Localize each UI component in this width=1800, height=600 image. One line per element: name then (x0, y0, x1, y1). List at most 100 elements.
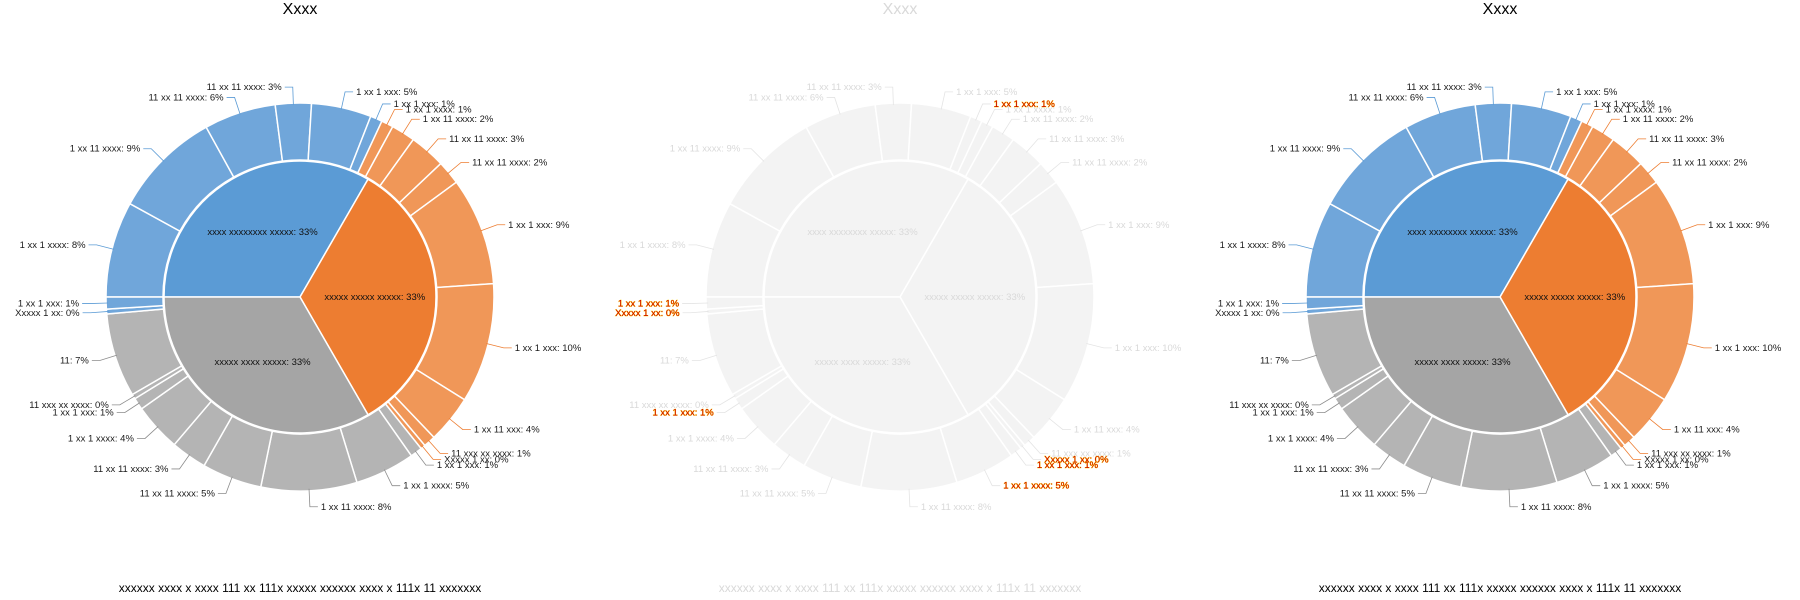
outer-slice-label: 11 xx 11 xxxx: 6% (1348, 92, 1424, 103)
leader-line (414, 450, 434, 466)
inner-slice-label: xxxx xxxxxxxx xxxxx: 33% (1407, 227, 1518, 238)
outer-slice-label: 1 xx 1 xxx: 5% (956, 87, 1018, 98)
outer-slice-label: 1 xx 1 xxx: 5% (1556, 87, 1618, 98)
leader-line (421, 445, 442, 460)
outer-slice-label: 11 xxx xx xxxx: 0% (1229, 400, 1309, 411)
sunburst-chart-1: Xxxx xxxxxx xxxx x xxxx 111 xx 111x xxxxx… (15, 1, 582, 595)
leader-line (1021, 445, 1042, 460)
outer-slice-label: 1 xx 1 xxx: 9% (508, 220, 570, 231)
outer-slice-label: Xxxxx 1 xx: 0% (15, 308, 80, 319)
outer-slice-label: 11 xxx xx xxxx: 0% (629, 400, 709, 411)
leader-line (427, 439, 449, 454)
outer-slice-label: 1 xx 1 xxxx: 1% (1006, 105, 1073, 116)
sunburst-chart-3: Xxxx xxxxxx xxxx x xxxx 111 xx 111x xxxxx… (1215, 1, 1782, 595)
inner-slice-label: xxxx xxxxxxxx xxxxx: 33% (807, 227, 918, 238)
leader-line (448, 417, 471, 431)
leader-line (1417, 476, 1433, 494)
outer-slice-label: 1 xx 1 xxx: 1% (1637, 460, 1699, 471)
leader-line (716, 402, 740, 414)
outer-slice (259, 427, 358, 492)
chart-caption: xxxxxx xxxx x xxxx 111 xx 111x xxxxx xxx… (119, 581, 482, 595)
leader-line (1316, 402, 1340, 414)
leader-line (1680, 224, 1706, 232)
leader-line (1647, 161, 1670, 175)
outer-slice-label: 1 xx 1 xxxx: 1% (1606, 105, 1673, 116)
leader-line (1048, 417, 1071, 431)
leader-line (1343, 148, 1365, 162)
leader-line (691, 354, 718, 361)
leader-line (1426, 97, 1441, 115)
outer-slice-label: 1 xx 11 xxxx: 2% (1023, 114, 1094, 125)
leader-line (136, 426, 159, 439)
outer-slice-label: 1 xx 11 xxxx: 9% (1270, 144, 1341, 155)
outer-slice-label: 1 xx 1 xxxx: 1% (406, 105, 473, 116)
leader-line (88, 244, 115, 250)
sunburst-chart-2: Xxxx xxxxxx xxxx x xxxx 111 xx 111x xxxxx… (615, 1, 1182, 595)
outer-slice (705, 296, 765, 310)
outer-slice-label: 11 xx 11 xxxx: 3% (1649, 134, 1725, 145)
leader-line (426, 138, 447, 153)
leader-line (983, 469, 1001, 487)
outer-slice-label: 11 xx 11 xxxx: 3% (449, 134, 525, 145)
leader-line (736, 426, 759, 439)
leader-line (447, 161, 470, 175)
outer-slice-label: 11 xx 11 xxxx: 5% (140, 488, 216, 499)
leader-line (1282, 302, 1309, 304)
leader-line (116, 402, 140, 414)
outer-slice-label: 1 xx 1 xxx: 1% (437, 460, 499, 471)
outer-slice-label: 1 xx 1 xxxx: 8% (1220, 240, 1287, 251)
inner-slice-label: xxxxx xxxx xxxxx: 33% (815, 357, 912, 368)
leader-line (486, 343, 512, 349)
outer-slice-label-highlighted: Xxxxx 1 xx: 0% (1044, 454, 1109, 465)
outer-slice-label-highlighted: 1 xx 1 xxx: 1% (652, 408, 714, 419)
outer-slice-label: 1 xx 1 xxx: 10% (1115, 343, 1182, 354)
leader-line (82, 311, 109, 314)
outer-slice-label: 11 xx 11 xxxx: 3% (207, 82, 283, 93)
leader-line (91, 354, 118, 361)
leader-line (375, 103, 391, 121)
leader-line (1508, 488, 1518, 508)
leader-line (1282, 311, 1309, 314)
leader-line (826, 97, 841, 115)
outer-slice-label: 11 xx 11 xxxx: 3% (93, 464, 169, 475)
outer-slice-label: 11 xx 11 xxxx: 5% (1340, 488, 1416, 499)
outer-slice-label-highlighted: 1 xx 1 xxxx: 5% (1003, 481, 1070, 492)
leader-line (682, 311, 709, 314)
leader-line (975, 103, 991, 121)
leader-line (1311, 395, 1336, 406)
leader-line (1484, 86, 1494, 106)
leader-line (1027, 439, 1049, 454)
outer-slice-label: 1 xx 1 xxx: 1% (1594, 99, 1656, 110)
inner-slice (1499, 178, 1637, 416)
leader-line (1336, 426, 1359, 439)
inner-slice-label: xxxxx xxxxx xxxxx: 33% (924, 292, 1025, 303)
outer-slice (874, 102, 913, 162)
outer-slice (1474, 102, 1513, 162)
leader-line (1080, 224, 1106, 232)
leader-line (82, 302, 109, 304)
outer-slice-label: Xxxxx 1 xx: 0% (444, 454, 509, 465)
leader-line (711, 395, 736, 406)
outer-slice-label: 1 xx 1 xxxx: 8% (20, 240, 87, 251)
leader-line (383, 469, 401, 487)
inner-slice (163, 296, 370, 434)
outer-slice (105, 296, 165, 310)
outer-slice-label: Xxxxx 1 xx: 0% (1215, 308, 1280, 319)
leader-line (1586, 109, 1603, 126)
outer-slice-label: 1 xx 1 xxxx: 5% (1603, 481, 1670, 492)
outer-slice-label: 11 xxx xx xxxx: 1% (451, 448, 531, 459)
outer-slice-label: 11 xx 11 xxxx: 2% (472, 157, 548, 168)
leader-line (1583, 469, 1601, 487)
leader-line (771, 453, 791, 470)
outer-slice-label: 1 xx 1 xxx: 1% (18, 299, 80, 310)
outer-slice-label: 11 xx 11 xxxx: 6% (748, 92, 824, 103)
leader-line (284, 86, 294, 106)
leader-line (386, 109, 403, 126)
outer-slice-label: 11 xxx xx xxxx: 1% (1651, 448, 1731, 459)
leader-line (143, 148, 165, 162)
leader-line (1086, 343, 1112, 349)
outer-slice-label: 1 xx 1 xxx: 1% (1252, 408, 1314, 419)
leader-line (884, 86, 894, 106)
outer-slice-label: 1 xx 1 xxx: 10% (1715, 343, 1782, 354)
inner-slice (163, 160, 370, 298)
